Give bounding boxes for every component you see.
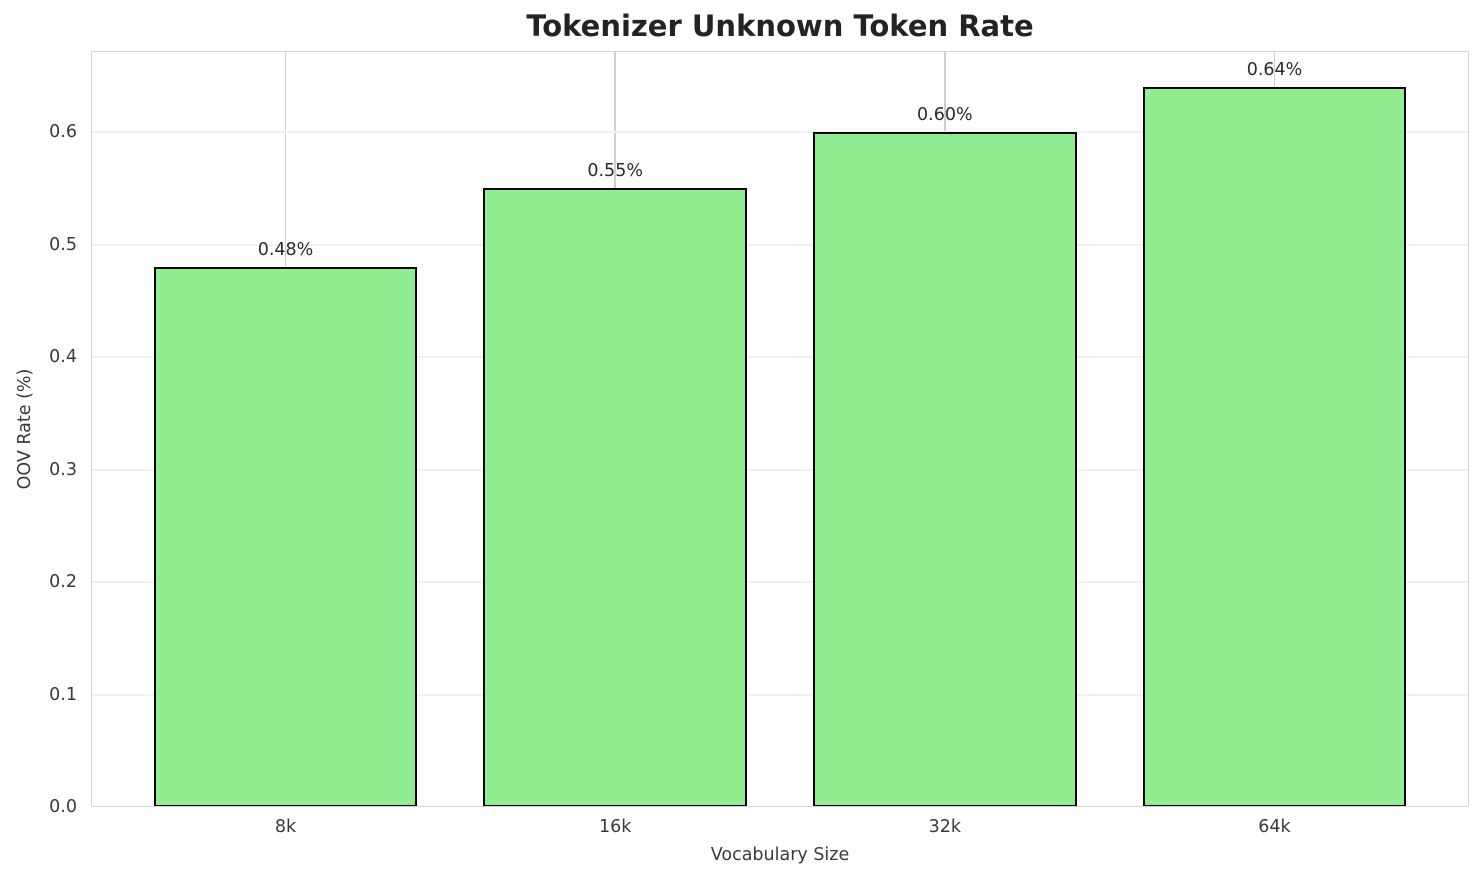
y-tick-label: 0.6 [49, 122, 77, 142]
bar-value-label: 0.60% [917, 105, 973, 125]
x-tick-label: 16k [598, 817, 632, 837]
plot-area: 0.48% 0.55% 0.60% 0.64% [91, 51, 1469, 807]
x-tick-label: 32k [928, 817, 962, 837]
h-gridline [91, 131, 1469, 133]
y-tick-label: 0.4 [49, 347, 77, 367]
bar-32k [812, 132, 1077, 807]
y-tick-label: 0.5 [49, 234, 77, 255]
y-tick-label: 0.2 [49, 572, 77, 592]
y-tick-label: 0.1 [49, 684, 77, 705]
x-axis-label: Vocabulary Size [710, 845, 850, 865]
bar-value-label: 0.55% [587, 161, 643, 182]
y-tick-label: 0.3 [49, 459, 77, 480]
bar-value-label: 0.64% [1246, 60, 1303, 80]
h-gridline [91, 581, 1469, 583]
h-gridline [91, 468, 1469, 471]
bar-64k [1142, 87, 1407, 807]
h-gridline [91, 693, 1469, 696]
h-gridline [91, 356, 1469, 358]
bar-value-label: 0.48% [257, 240, 314, 260]
h-gridline [91, 243, 1469, 246]
bar-8k [153, 267, 418, 807]
x-tick-label: 64k [1258, 817, 1291, 837]
x-tick-label: 8k [274, 817, 297, 837]
chart-title: Tokenizer Unknown Token Rate [526, 9, 1034, 43]
y-tick-label: 0.0 [49, 797, 77, 817]
bar-16k [483, 188, 748, 807]
